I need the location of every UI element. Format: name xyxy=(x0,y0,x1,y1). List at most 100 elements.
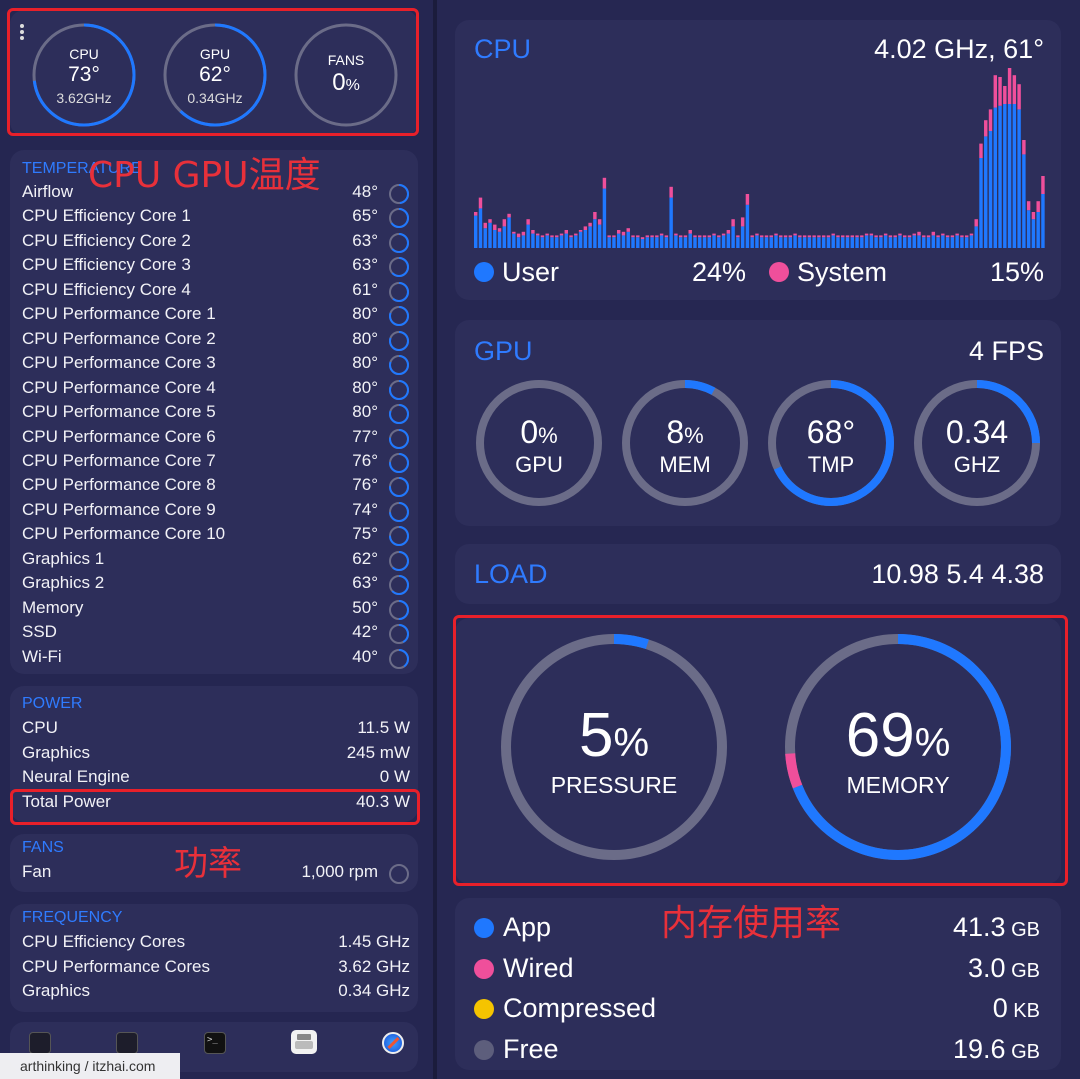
power-value: 11.5 W xyxy=(357,718,410,737)
cpu-bar-system xyxy=(1026,201,1031,211)
cpu-bar-user xyxy=(1007,104,1012,248)
cpu-bar-user xyxy=(497,231,502,248)
frequency-panel xyxy=(10,904,418,1012)
cpu-bar-system xyxy=(826,235,831,238)
cpu-bar-user xyxy=(659,235,664,248)
cpu-usage-chart xyxy=(474,68,1045,248)
pressure-unit: % xyxy=(613,721,650,765)
temperature-row: CPU Performance Core 1 80° xyxy=(22,304,410,328)
gpu-fps: 4 FPS xyxy=(968,336,1044,366)
cpu-bar-user xyxy=(740,226,745,248)
terminal-icon[interactable]: >_ xyxy=(204,1032,226,1054)
gpu-gauge[interactable]: GPU 62° 0.34GHz xyxy=(162,22,268,128)
cpu-gauge[interactable]: CPU 73° 3.62GHz xyxy=(31,22,137,128)
pressure-gauge[interactable]: 5% PRESSURE xyxy=(499,632,729,862)
gpu-gauge-gpu[interactable]: 0% GPU xyxy=(474,378,604,508)
mini-ring-icon xyxy=(389,648,409,669)
temperature-value: 76° xyxy=(352,450,378,470)
cpu-bar-user xyxy=(593,219,597,248)
cpu-bar-system xyxy=(602,177,607,189)
safari-icon[interactable] xyxy=(382,1032,404,1054)
cpu-bar-system xyxy=(745,194,750,205)
cpu-bar-system xyxy=(578,230,583,232)
cpu-bar-user xyxy=(969,235,974,248)
temperature-value: 80° xyxy=(352,377,378,397)
cpu-bar-system xyxy=(612,235,616,238)
cpu-bar-system xyxy=(960,235,964,238)
frequency-row: Graphics 0.34 GHz xyxy=(22,981,410,1005)
panel-divider[interactable] xyxy=(433,0,437,1079)
more-options-icon[interactable] xyxy=(20,24,26,40)
cpu-bar-system xyxy=(850,235,854,238)
cpu-summary: 4.02 GHz, 61° xyxy=(874,34,1044,64)
cpu-bar-user xyxy=(674,235,678,248)
fans-panel xyxy=(10,834,418,892)
cpu-bar-system xyxy=(626,228,630,232)
gpu-title: GPU xyxy=(474,336,533,366)
cpu-bar-system xyxy=(1022,140,1026,155)
cpu-bar-user xyxy=(917,235,921,248)
mini-ring-icon xyxy=(389,428,409,449)
cpu-bar-user xyxy=(478,208,483,248)
cpu-bar-user xyxy=(821,237,826,248)
pressure-number: 5 xyxy=(578,701,614,770)
cpu-bar-user xyxy=(931,235,936,248)
cpu-bar-user xyxy=(764,237,769,248)
legend-compressed-value: 0 KB xyxy=(993,993,1040,1024)
legend-app-label: App xyxy=(503,912,552,942)
cpu-bar-system xyxy=(617,230,621,234)
mini-ring-icon xyxy=(389,257,409,278)
temperature-row: Memory 50° xyxy=(22,598,410,622)
fans-title: FANS xyxy=(22,839,64,856)
gpu-gauge-value: 0.34 xyxy=(912,414,1042,451)
fan-label: Fan xyxy=(22,862,52,881)
temperature-row: CPU Efficiency Core 3 63° xyxy=(22,255,410,279)
cpu-bar-user xyxy=(607,237,611,248)
java-app-icon[interactable] xyxy=(29,1032,51,1054)
temperature-row: Airflow 48° xyxy=(22,182,410,206)
temperature-value: 80° xyxy=(352,353,378,373)
cpu-bar-system xyxy=(1012,75,1017,104)
ring-fill xyxy=(622,380,748,506)
ring-fill xyxy=(389,452,409,473)
cpu-bar-system xyxy=(841,235,845,238)
cpu-bar-system xyxy=(788,235,793,238)
cpu-bar-system xyxy=(683,235,688,238)
cpu-bar-user xyxy=(1031,219,1036,248)
ring-track xyxy=(476,380,602,506)
memory-gauge[interactable]: 69% MEMORY xyxy=(783,632,1013,862)
temperature-value: 74° xyxy=(352,499,378,519)
annotation-power: 功率 xyxy=(174,844,242,884)
cpu-bar-user xyxy=(760,237,764,248)
cpu-bar-system xyxy=(717,235,721,238)
fans-gauge[interactable]: FANS 0% xyxy=(293,22,399,128)
cpu-bar-system xyxy=(555,235,559,238)
temperature-label: CPU Performance Core 7 xyxy=(22,450,216,470)
cpu-bar-system xyxy=(931,231,936,236)
cpu-bar-user xyxy=(474,215,478,248)
cpu-bar-user xyxy=(1036,212,1040,248)
cpu-bar-user xyxy=(636,237,640,248)
cpu-bar-user xyxy=(1041,194,1045,248)
legend-app-dot xyxy=(474,918,494,938)
app-icon[interactable] xyxy=(116,1032,138,1054)
gpu-gauge-label: MEM xyxy=(659,452,711,477)
cpu-bar-user xyxy=(645,237,650,248)
gpu-gauge-ring xyxy=(914,380,1040,506)
gpu-gauge-ghz[interactable]: 0.34 GHZ xyxy=(912,378,1042,508)
cpu-bar-system xyxy=(712,233,716,236)
cpu-bar-user xyxy=(798,237,802,248)
mini-ring-icon xyxy=(389,281,409,302)
printer-icon[interactable] xyxy=(291,1030,317,1054)
cpu-bar-user xyxy=(574,235,578,248)
load-panel xyxy=(455,544,1061,604)
cpu-bar-system xyxy=(831,233,835,236)
cpu-bar-user xyxy=(817,237,821,248)
gpu-gauge-mem[interactable]: 8% MEM xyxy=(620,378,750,508)
legend-wired-dot xyxy=(474,958,494,979)
temperature-value: 63° xyxy=(352,230,378,250)
gpu-gauge-tmp[interactable]: 68° TMP xyxy=(766,378,896,508)
temperature-row: CPU Performance Core 6 77° xyxy=(22,427,410,451)
cpu-bar-user xyxy=(531,233,535,248)
temperature-label: Wi-Fi xyxy=(22,646,62,666)
